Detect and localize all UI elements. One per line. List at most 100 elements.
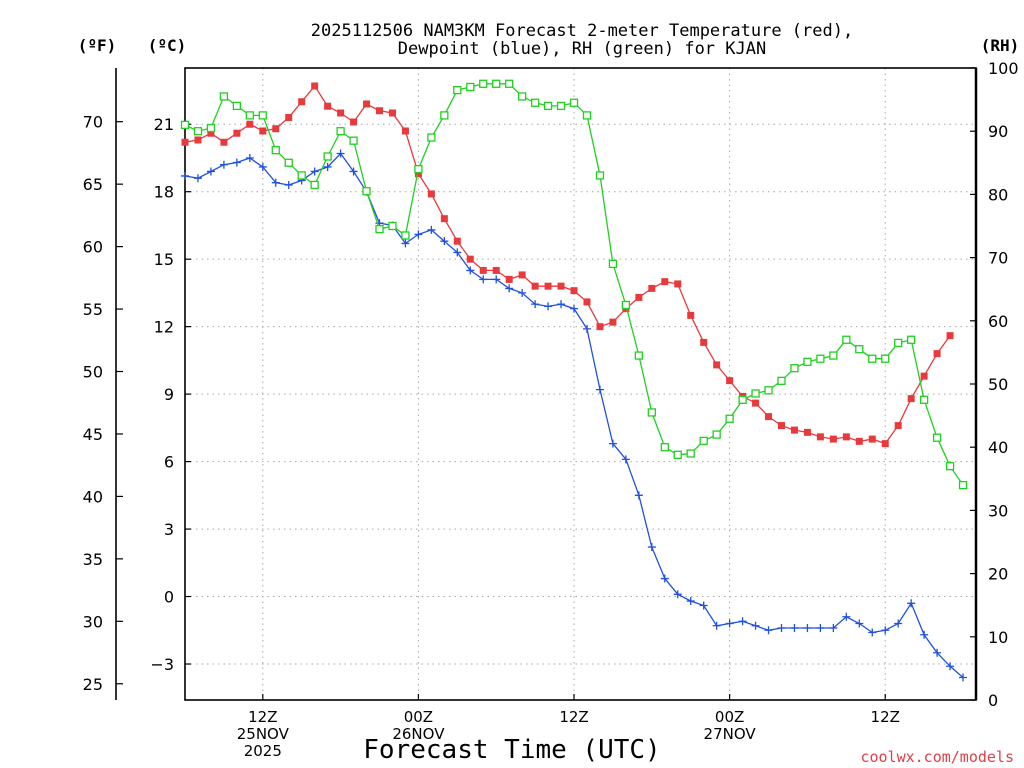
dewpoint-point — [803, 624, 812, 633]
dewpoint-point — [894, 619, 903, 628]
rh-point — [634, 351, 644, 360]
rh-point — [868, 354, 877, 363]
rh-point — [569, 98, 579, 107]
rh-point — [232, 101, 242, 111]
rh-point — [660, 443, 669, 452]
2-meter-temperature-point — [466, 255, 474, 263]
dewpoint-point — [764, 626, 773, 635]
time-tick-label: 25NOV — [237, 725, 290, 743]
rh-point — [336, 127, 345, 136]
rh-point — [945, 462, 955, 471]
dewpoint-point — [557, 300, 566, 309]
2-meter-temperature-point — [661, 278, 669, 286]
rh-line — [184, 83, 964, 486]
dewpoint-point — [349, 167, 358, 176]
2-meter-temperature-point — [752, 399, 760, 407]
dewpoint-point — [505, 284, 514, 293]
rh-point — [297, 171, 306, 180]
time-tick-label: 12Z — [248, 708, 277, 726]
rh-point — [712, 430, 721, 439]
2-meter-temperature-point — [777, 422, 785, 430]
dewpoint-point — [323, 162, 332, 171]
dewpoint-point — [544, 302, 553, 311]
rh-point — [284, 158, 293, 167]
dewpoint-point — [608, 439, 617, 448]
rh-point — [764, 386, 773, 395]
dewpoint-point — [868, 628, 877, 637]
2-meter-temperature-line — [184, 84, 951, 445]
2-meter-temperature-point — [376, 107, 384, 115]
rh-point — [907, 335, 916, 344]
2-meter-temperature-point — [933, 350, 941, 358]
2-meter-temperature-point — [311, 82, 319, 90]
celsius-tick-label: 6 — [164, 453, 174, 472]
2-meter-temperature-point — [298, 98, 306, 106]
dewpoint-point — [946, 662, 955, 671]
credit-link[interactable]: coolwx.com/models — [860, 748, 1014, 766]
2-meter-temperature-point — [453, 237, 461, 245]
2-meter-temperature-point — [907, 395, 915, 403]
fahrenheit-tick-label: 50 — [83, 363, 103, 382]
rh-point — [686, 449, 695, 458]
rh-point — [790, 364, 799, 373]
rh-point — [505, 79, 514, 88]
rh-ticks: 0 10 20 30 40 50 60 70 80 90 100 — [970, 59, 1019, 710]
dewpoint-point — [699, 601, 708, 610]
2-meter-temperature-point — [596, 323, 604, 331]
2-meter-temperature-point — [816, 433, 824, 441]
2-meter-temperature-point — [220, 138, 228, 146]
dewpoint-point — [725, 619, 734, 628]
rh-point — [193, 127, 203, 136]
dewpoint-point — [621, 455, 630, 464]
2-meter-temperature-point — [350, 118, 358, 126]
2-meter-temperature-point — [726, 377, 734, 385]
dewpoint-point — [570, 304, 579, 313]
dewpoint-point — [206, 167, 215, 176]
rh-point — [751, 389, 760, 398]
rh-point — [375, 225, 384, 234]
rh-point — [932, 433, 942, 442]
dewpoint-point — [829, 624, 838, 633]
dewpoint-point — [232, 158, 241, 167]
2-meter-temperature-series — [181, 82, 954, 448]
dewpoint-point — [427, 225, 436, 234]
celsius-tick-label: 12 — [154, 318, 174, 337]
fahrenheit-tick-label: 70 — [83, 113, 103, 132]
rh-tick-label: 40 — [988, 438, 1008, 457]
data-series — [180, 79, 968, 682]
2-meter-temperature-point — [207, 129, 215, 137]
fahrenheit-tick-label: 40 — [83, 487, 103, 506]
fahrenheit-tick-label: 65 — [83, 175, 103, 194]
dewpoint-point — [751, 621, 760, 630]
rh-point — [816, 354, 825, 363]
2-meter-temperature-point — [946, 332, 954, 340]
rh-point — [725, 414, 734, 423]
rh-point — [738, 395, 747, 404]
2-meter-temperature-point — [894, 422, 902, 430]
time-tick-label: 2025 — [244, 742, 282, 760]
dewpoint-point — [492, 275, 501, 284]
2-meter-temperature-point — [427, 190, 435, 198]
2-meter-temperature-point — [855, 437, 863, 445]
2-meter-temperature-point — [246, 120, 254, 128]
dewpoint-point — [881, 626, 890, 635]
plot-frame — [184, 67, 977, 701]
celsius-tick-label: 21 — [154, 115, 174, 134]
2-meter-temperature-point — [492, 266, 500, 274]
rh-point — [556, 101, 566, 111]
2-meter-temperature-point — [272, 125, 280, 133]
fahrenheit-tick-label: 60 — [83, 238, 103, 257]
grid-lines — [185, 68, 976, 700]
rh-point — [323, 152, 332, 161]
dewpoint-point — [647, 543, 656, 552]
2-meter-temperature-point — [842, 433, 850, 441]
rh-point — [414, 164, 423, 174]
dewpoint-point — [453, 248, 462, 257]
fahrenheit-tick-label: 30 — [83, 612, 103, 631]
2-meter-temperature-point — [881, 440, 889, 448]
rh-point — [310, 180, 319, 190]
fahrenheit-tick-label: 25 — [83, 675, 103, 694]
dewpoint-point — [595, 385, 604, 394]
rh-point — [219, 92, 229, 101]
